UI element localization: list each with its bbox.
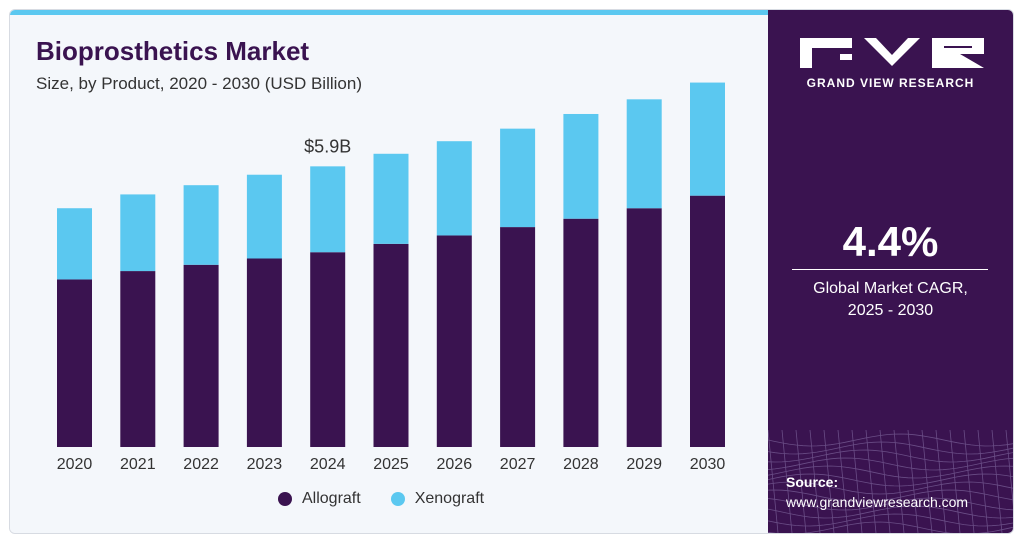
wave-grid-line bbox=[893, 429, 905, 533]
bar-chart: 2020 2021 2022 2023 2024 2025 2026 2027 2028 2029… bbox=[57, 82, 726, 473]
bar-xenograft-2025 bbox=[373, 153, 409, 244]
cagr-divider bbox=[792, 269, 988, 270]
wave-grid-line bbox=[977, 429, 989, 533]
source-label: Source: bbox=[786, 474, 839, 490]
bar-xenograft-2024 bbox=[310, 166, 346, 253]
x-tick-label-2028: 2028 bbox=[563, 456, 599, 473]
wave-line bbox=[768, 441, 1013, 455]
wave-grid-line bbox=[795, 429, 807, 533]
wave-grid-line bbox=[921, 429, 933, 533]
summary-sidebar: GRAND VIEW RESEARCH 4.4% Global Market C… bbox=[768, 10, 1013, 533]
chart-legend: Allograft Xenograft bbox=[278, 488, 514, 510]
bar-allograft-2021 bbox=[120, 271, 156, 447]
wave-grid-line bbox=[768, 429, 779, 533]
x-tick-label-2029: 2029 bbox=[626, 456, 662, 473]
bar-allograft-2027 bbox=[500, 227, 536, 447]
wave-grid-line bbox=[879, 429, 891, 533]
cagr-value: 4.4% bbox=[842, 218, 939, 265]
wave-pattern-decoration bbox=[768, 429, 1013, 533]
x-tick-label-2027: 2027 bbox=[500, 456, 536, 473]
bar-allograft-2023 bbox=[246, 258, 282, 447]
bar-xenograft-2026 bbox=[436, 141, 472, 236]
bar-allograft-2026 bbox=[436, 235, 472, 447]
legend-label-xenograft: Xenograft bbox=[414, 490, 485, 507]
legend-swatch-allograft bbox=[278, 492, 292, 506]
bar-xenograft-2027 bbox=[500, 128, 536, 228]
wave-grid-line bbox=[949, 429, 961, 533]
x-tick-label-2022: 2022 bbox=[183, 456, 219, 473]
x-tick-label-2026: 2026 bbox=[437, 456, 473, 473]
wave-line bbox=[768, 481, 1013, 495]
bar-xenograft-2030 bbox=[690, 82, 725, 196]
wave-grid-line bbox=[907, 429, 919, 533]
wave-line bbox=[768, 513, 1013, 527]
wave-line bbox=[768, 497, 1013, 511]
logo-wordmark: GRAND VIEW RESEARCH bbox=[806, 76, 975, 90]
bar-xenograft-2029 bbox=[626, 99, 662, 209]
wave-grid-line bbox=[809, 429, 821, 533]
wave-grid-line bbox=[991, 429, 1003, 533]
wave-grid-line bbox=[963, 429, 975, 533]
wave-line bbox=[768, 449, 1013, 463]
wave-line bbox=[768, 473, 1013, 487]
cagr-label-line1: Global Market CAGR, bbox=[813, 280, 968, 297]
accent-bar bbox=[10, 10, 768, 15]
infographic-card: Bioprosthetics Market Size, by Product, … bbox=[9, 9, 1014, 534]
bar-allograft-2025 bbox=[373, 243, 409, 447]
legend-swatch-xenograft bbox=[390, 492, 405, 506]
chart-title: Bioprosthetics Market bbox=[36, 36, 310, 66]
x-tick-label-2024: 2024 bbox=[310, 456, 346, 473]
bar-allograft-2030 bbox=[690, 195, 725, 447]
wave-grid-line bbox=[935, 429, 947, 533]
source-link[interactable]: www.grandviewresearch.com bbox=[786, 494, 969, 510]
wave-line bbox=[768, 433, 1013, 447]
chart-panel: Bioprosthetics Market Size, by Product, … bbox=[10, 10, 768, 533]
wave-line bbox=[768, 457, 1013, 471]
legend-item-allograft: Allograft bbox=[278, 490, 361, 508]
legend-label-allograft: Allograft bbox=[302, 490, 361, 507]
bar-xenograft-2028 bbox=[563, 113, 599, 219]
legend-item-xenograft: Xenograft bbox=[390, 490, 485, 508]
cagr-label-line2: 2025 - 2030 bbox=[847, 302, 934, 319]
wave-grid-line bbox=[851, 429, 863, 533]
wave-line bbox=[768, 489, 1013, 503]
bar-allograft-2020 bbox=[57, 279, 92, 447]
bar-allograft-2024 bbox=[310, 252, 346, 447]
cagr-label: Global Market CAGR, 2025 - 2030 bbox=[768, 278, 1013, 322]
chart-subtitle: Size, by Product, 2020 - 2030 (USD Billi… bbox=[36, 74, 362, 93]
wave-grid-line bbox=[837, 429, 849, 533]
bar-xenograft-2023 bbox=[246, 174, 282, 259]
wave-grid-line bbox=[865, 429, 877, 533]
bar-allograft-2028 bbox=[563, 218, 599, 447]
wave-line bbox=[768, 521, 1013, 533]
data-label-2024: $5.9B bbox=[304, 136, 351, 156]
grand-view-research-logo-icon bbox=[800, 38, 984, 68]
wave-grid-line bbox=[781, 429, 793, 533]
wave-line bbox=[768, 465, 1013, 479]
x-tick-label-2021: 2021 bbox=[120, 456, 156, 473]
bar-allograft-2029 bbox=[626, 208, 662, 447]
wave-grid-line bbox=[823, 429, 835, 533]
bar-xenograft-2020 bbox=[57, 208, 92, 280]
bar-xenograft-2022 bbox=[183, 185, 219, 265]
x-tick-label-2030: 2030 bbox=[690, 456, 726, 473]
x-tick-label-2020: 2020 bbox=[57, 456, 93, 473]
x-tick-label-2025: 2025 bbox=[373, 456, 409, 473]
wave-grid-line bbox=[1005, 429, 1013, 507]
bar-allograft-2022 bbox=[183, 264, 219, 447]
x-tick-label-2023: 2023 bbox=[247, 456, 283, 473]
bar-xenograft-2021 bbox=[120, 194, 156, 272]
